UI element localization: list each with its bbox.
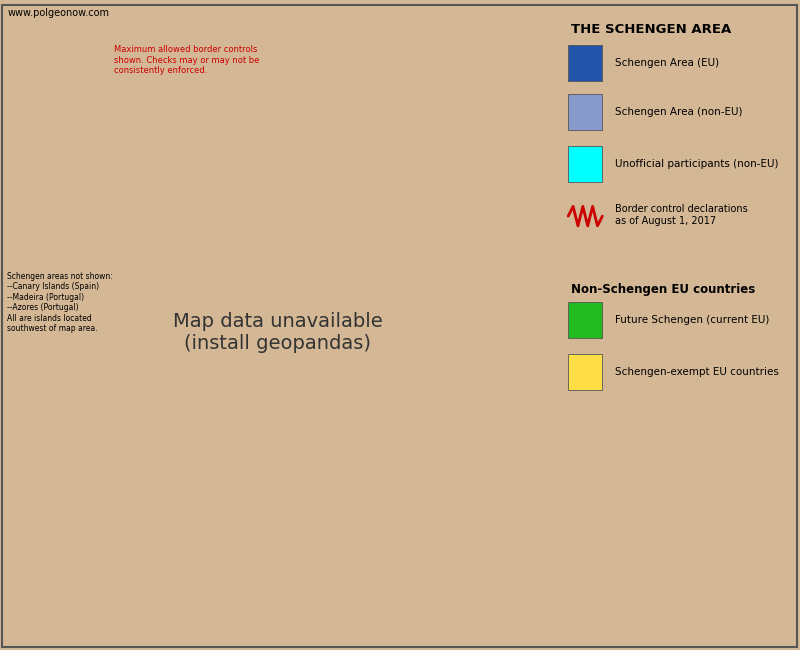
Bar — [568, 146, 602, 182]
Text: www.polgeonow.com: www.polgeonow.com — [7, 8, 109, 18]
Bar — [568, 302, 602, 338]
Text: THE SCHENGEN AREA: THE SCHENGEN AREA — [570, 23, 731, 36]
Text: Unofficial participants (non-EU): Unofficial participants (non-EU) — [614, 159, 778, 169]
Text: Future Schengen (current EU): Future Schengen (current EU) — [614, 315, 769, 325]
Text: Maximum allowed border controls
shown. Checks may or may not be
consistently enf: Maximum allowed border controls shown. C… — [114, 46, 259, 75]
Text: Border control declarations
as of August 1, 2017: Border control declarations as of August… — [614, 204, 747, 226]
Text: Schengen areas not shown:
--Canary Islands (Spain)
--Madeira (Portugal)
--Azores: Schengen areas not shown: --Canary Islan… — [7, 272, 113, 333]
Text: Schengen Area (non-EU): Schengen Area (non-EU) — [614, 107, 742, 117]
Bar — [568, 94, 602, 130]
Text: Schengen-exempt EU countries: Schengen-exempt EU countries — [614, 367, 778, 377]
Bar — [568, 46, 602, 81]
Text: Non-Schengen EU countries: Non-Schengen EU countries — [570, 283, 755, 296]
Text: Schengen Area (EU): Schengen Area (EU) — [614, 58, 718, 68]
Bar — [568, 354, 602, 390]
Text: Map data unavailable
(install geopandas): Map data unavailable (install geopandas) — [173, 312, 383, 353]
